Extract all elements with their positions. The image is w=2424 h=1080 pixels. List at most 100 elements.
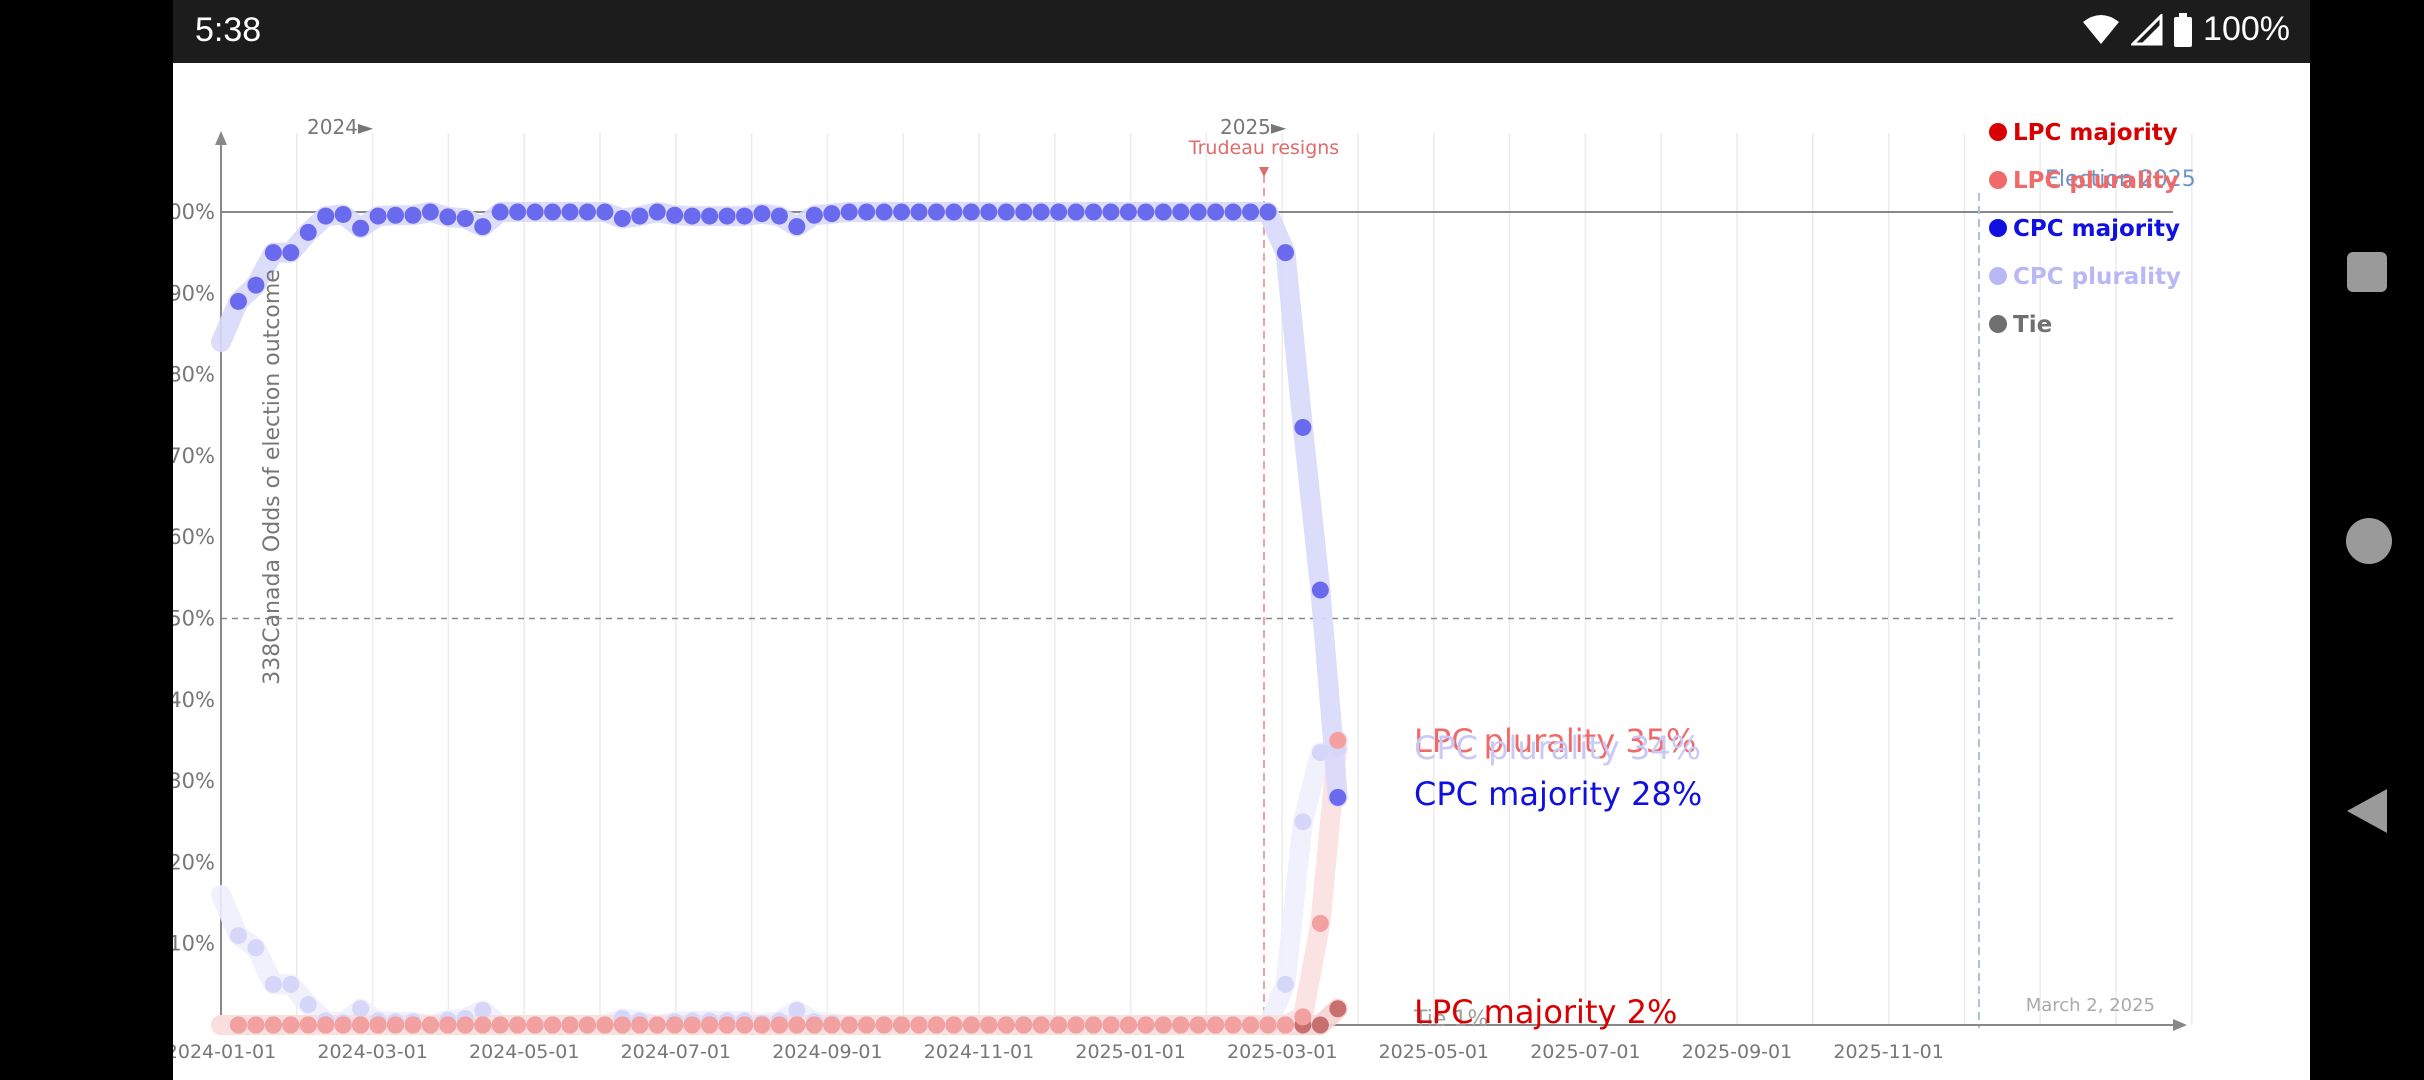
point-lpc-plurality: [596, 1016, 614, 1034]
election-annotation: Election 2025: [2045, 167, 2196, 192]
legend-item-cpc-majority[interactable]: CPC majority: [1989, 216, 2180, 242]
point-lpc-plurality: [701, 1016, 719, 1034]
point-cpc-majority: [1329, 788, 1347, 806]
band-cpc-plurality: [211, 738, 1348, 1035]
end-label-cpc-plurality: CPC plurality 34%: [1414, 729, 1701, 767]
point-lpc-majority: [1329, 1000, 1347, 1018]
y-axis-label: 338Canada Odds of election outcome: [260, 269, 285, 685]
end-label-tie: Tie 1%: [1413, 1007, 1488, 1032]
point-lpc-plurality: [439, 1016, 457, 1034]
point-lpc-plurality: [858, 1016, 876, 1034]
point-cpc-majority: [1242, 203, 1260, 221]
point-lpc-plurality: [840, 1016, 858, 1034]
point-cpc-majority: [596, 203, 614, 221]
point-cpc-majority: [544, 203, 562, 221]
point-cpc-majority: [997, 203, 1015, 221]
point-lpc-plurality: [1137, 1016, 1155, 1034]
point-cpc-majority: [421, 203, 439, 221]
point-lpc-plurality: [770, 1016, 788, 1034]
point-lpc-plurality: [1311, 914, 1329, 932]
point-cpc-majority: [718, 207, 736, 225]
triangle-icon[interactable]: [2345, 787, 2389, 835]
point-cpc-majority: [875, 203, 893, 221]
point-lpc-plurality: [1276, 1016, 1294, 1034]
x-tick-label: 2024-07-01: [621, 1041, 731, 1063]
point-cpc-majority: [631, 207, 649, 225]
point-lpc-plurality: [788, 1016, 806, 1034]
trudeau-annotation: Trudeau resigns: [1188, 137, 1339, 159]
y-tick-label: 70%: [173, 444, 215, 468]
point-lpc-plurality: [1015, 1016, 1033, 1034]
legend-item-tie[interactable]: Tie: [1989, 312, 2052, 338]
point-cpc-majority: [526, 203, 544, 221]
point-cpc-plurality: [299, 996, 317, 1014]
legend-item-lpc-plurality[interactable]: LPC plurality: [1989, 168, 2179, 194]
x-tick-label: 2024-05-01: [469, 1041, 579, 1063]
point-lpc-plurality: [736, 1016, 753, 1034]
point-cpc-majority: [1085, 203, 1102, 221]
point-cpc-majority: [1119, 203, 1137, 221]
point-cpc-majority: [247, 276, 265, 294]
point-cpc-majority: [805, 206, 823, 224]
point-cpc-plurality: [1311, 744, 1329, 762]
point-lpc-plurality: [962, 1016, 980, 1034]
point-lpc-plurality: [945, 1016, 963, 1034]
point-lpc-plurality: [893, 1016, 911, 1034]
x-tick-label: 2024-11-01: [924, 1041, 1034, 1063]
point-cpc-majority: [474, 218, 492, 236]
point-cpc-plurality: [264, 975, 282, 993]
point-lpc-plurality: [561, 1016, 579, 1034]
point-lpc-plurality: [387, 1016, 404, 1034]
point-cpc-majority: [334, 205, 352, 223]
point-cpc-majority: [770, 207, 788, 225]
point-cpc-majority: [893, 203, 911, 221]
point-cpc-majority: [823, 205, 841, 223]
svg-text:CPC majority: CPC majority: [2013, 216, 2180, 242]
point-cpc-majority: [1294, 418, 1312, 436]
point-cpc-majority: [229, 292, 247, 310]
status-bar: 5:38 100%: [173, 0, 2310, 63]
legend-item-cpc-plurality[interactable]: CPC plurality: [1989, 264, 2181, 290]
point-cpc-plurality: [352, 1000, 370, 1018]
point-lpc-plurality: [997, 1016, 1015, 1034]
point-cpc-majority: [509, 203, 527, 221]
point-cpc-majority: [701, 207, 719, 225]
point-cpc-majority: [1032, 203, 1050, 221]
chart-screen: 10% 20% 30% 40% 50% 60% 70% 80% 90% 100% 2024-01-0…: [155, 63, 2310, 1080]
legend: LPC majority LPC plurality CPC majority …: [1989, 120, 2181, 338]
android-nav-bar: [2310, 0, 2424, 1080]
x-tick-label: 2025-01-01: [1075, 1041, 1185, 1063]
election-odds-chart: 10% 20% 30% 40% 50% 60% 70% 80% 90% 100% 2024-01-0…: [155, 115, 2196, 1063]
point-lpc-plurality: [666, 1016, 684, 1034]
point-lpc-plurality: [1032, 1016, 1050, 1034]
point-cpc-majority: [1102, 203, 1120, 221]
point-cpc-plurality: [247, 939, 265, 957]
x-tick-label: 2025-11-01: [1833, 1041, 1943, 1063]
svg-text:Tie: Tie: [2013, 312, 2052, 338]
point-lpc-plurality: [404, 1016, 422, 1034]
axes: 10% 20% 30% 40% 50% 60% 70% 80% 90% 100% 2024-01-0…: [155, 131, 2187, 1063]
legend-item-lpc-majority[interactable]: LPC majority: [1989, 120, 2178, 146]
point-cpc-majority: [369, 207, 387, 225]
point-cpc-majority: [352, 219, 370, 237]
point-lpc-plurality: [1172, 1016, 1190, 1034]
point-lpc-plurality: [910, 1016, 928, 1034]
circle-icon[interactable]: [2345, 517, 2393, 565]
point-lpc-plurality: [334, 1016, 352, 1034]
year-label-2024: 2024►: [307, 115, 374, 139]
point-cpc-majority: [439, 208, 457, 226]
point-cpc-plurality: [1276, 975, 1294, 993]
point-cpc-majority: [648, 203, 666, 221]
y-tick-label: 50%: [173, 607, 215, 631]
battery-icon: [2174, 12, 2193, 47]
point-lpc-plurality: [718, 1016, 736, 1034]
point-lpc-plurality: [1242, 1016, 1260, 1034]
y-axis-arrow: [215, 131, 227, 145]
point-lpc-plurality: [317, 1016, 335, 1034]
square-icon[interactable]: [2345, 250, 2389, 294]
point-lpc-plurality: [509, 1016, 527, 1034]
x-tick-label: 2025-03-01: [1227, 1041, 1337, 1063]
point-lpc-plurality: [927, 1016, 945, 1034]
battery-level: 100%: [2203, 10, 2290, 48]
svg-text:LPC plurality: LPC plurality: [2013, 168, 2179, 194]
